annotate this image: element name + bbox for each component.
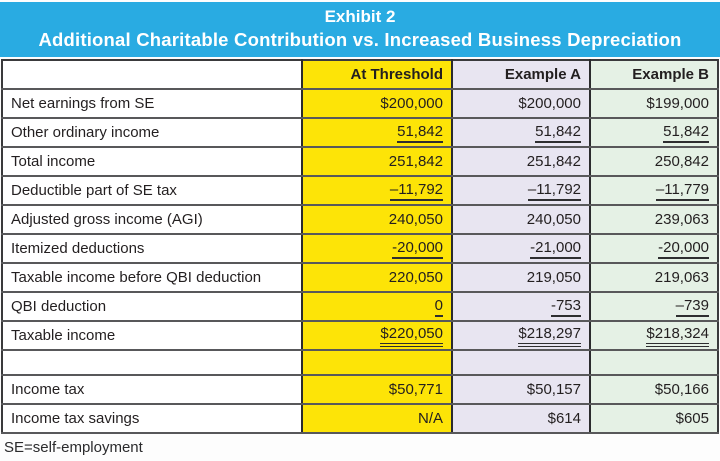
row-label: Taxable income (2, 321, 302, 351)
table-row: Deductible part of SE tax –11,792 –11,79… (2, 176, 718, 206)
row-label: Total income (2, 147, 302, 177)
cell-value: 0 (301, 292, 453, 322)
cell-value: N/A (301, 404, 453, 434)
table-row: Net earnings from SE $200,000 $200,000 $… (2, 89, 718, 119)
table-row: QBI deduction 0 -753 –739 (2, 292, 718, 322)
cell-value: -20,000 (590, 234, 718, 264)
table-row: Other ordinary income 51,842 51,842 51,8… (2, 118, 718, 148)
cell-value: -21,000 (452, 234, 591, 264)
header-blank-cell (2, 60, 302, 90)
table-row: Taxable income $220,050 $218,297 $218,32… (2, 321, 718, 351)
cell-value (590, 350, 718, 376)
row-label: Income tax (2, 375, 302, 405)
cell-value (452, 350, 591, 376)
table-row: Itemized deductions -20,000 -21,000 -20,… (2, 234, 718, 264)
cell-value: $50,157 (452, 375, 591, 405)
exhibit-number: Exhibit 2 (324, 7, 396, 26)
header-at-threshold: At Threshold (301, 60, 453, 90)
row-label: Net earnings from SE (2, 89, 302, 119)
cell-value (301, 350, 453, 376)
header-example-a: Example A (452, 60, 591, 90)
cell-value: 51,842 (590, 118, 718, 148)
cell-value: 239,063 (590, 205, 718, 235)
cell-value: 251,842 (301, 147, 453, 177)
cell-value: -20,000 (301, 234, 453, 264)
table-header-row: At Threshold Example A Example B (2, 60, 718, 90)
header-example-b: Example B (590, 60, 718, 90)
cell-value: -753 (452, 292, 591, 322)
cell-value: –11,779 (590, 176, 718, 206)
table-row: Income tax $50,771 $50,157 $50,166 (2, 375, 718, 405)
cell-value: 219,063 (590, 263, 718, 293)
cell-value: $199,000 (590, 89, 718, 119)
cell-value: $50,166 (590, 375, 718, 405)
cell-value: $200,000 (301, 89, 453, 119)
exhibit-title: Additional Charitable Contribution vs. I… (38, 29, 682, 50)
cell-value: $220,050 (301, 321, 453, 351)
table-row: Adjusted gross income (AGI) 240,050 240,… (2, 205, 718, 235)
cell-value: 51,842 (452, 118, 591, 148)
exhibit-table: At Threshold Example A Example B Net ear… (1, 59, 719, 434)
cell-value: –11,792 (452, 176, 591, 206)
row-label: Deductible part of SE tax (2, 176, 302, 206)
row-label: Taxable income before QBI deduction (2, 263, 302, 293)
exhibit-title-bar: Exhibit 2 Additional Charitable Contribu… (0, 2, 720, 57)
cell-value: –739 (590, 292, 718, 322)
cell-value: 219,050 (452, 263, 591, 293)
table-row: Taxable income before QBI deduction 220,… (2, 263, 718, 293)
table-spacer-row (2, 350, 718, 376)
cell-value: 240,050 (452, 205, 591, 235)
cell-value: 240,050 (301, 205, 453, 235)
table-row: Income tax savings N/A $614 $605 (2, 404, 718, 434)
cell-value: $605 (590, 404, 718, 434)
cell-value: $50,771 (301, 375, 453, 405)
row-label: QBI deduction (2, 292, 302, 322)
cell-value: $614 (452, 404, 591, 434)
cell-value: –11,792 (301, 176, 453, 206)
cell-value: 250,842 (590, 147, 718, 177)
cell-value: $218,324 (590, 321, 718, 351)
footnote: SE=self-employment (4, 439, 143, 456)
row-label: Income tax savings (2, 404, 302, 434)
table-row: Total income 251,842 251,842 250,842 (2, 147, 718, 177)
row-label: Itemized deductions (2, 234, 302, 264)
row-label: Adjusted gross income (AGI) (2, 205, 302, 235)
cell-value: $218,297 (452, 321, 591, 351)
cell-value: 220,050 (301, 263, 453, 293)
cell-value: 251,842 (452, 147, 591, 177)
row-label: Other ordinary income (2, 118, 302, 148)
row-label (2, 350, 302, 376)
cell-value: $200,000 (452, 89, 591, 119)
cell-value: 51,842 (301, 118, 453, 148)
